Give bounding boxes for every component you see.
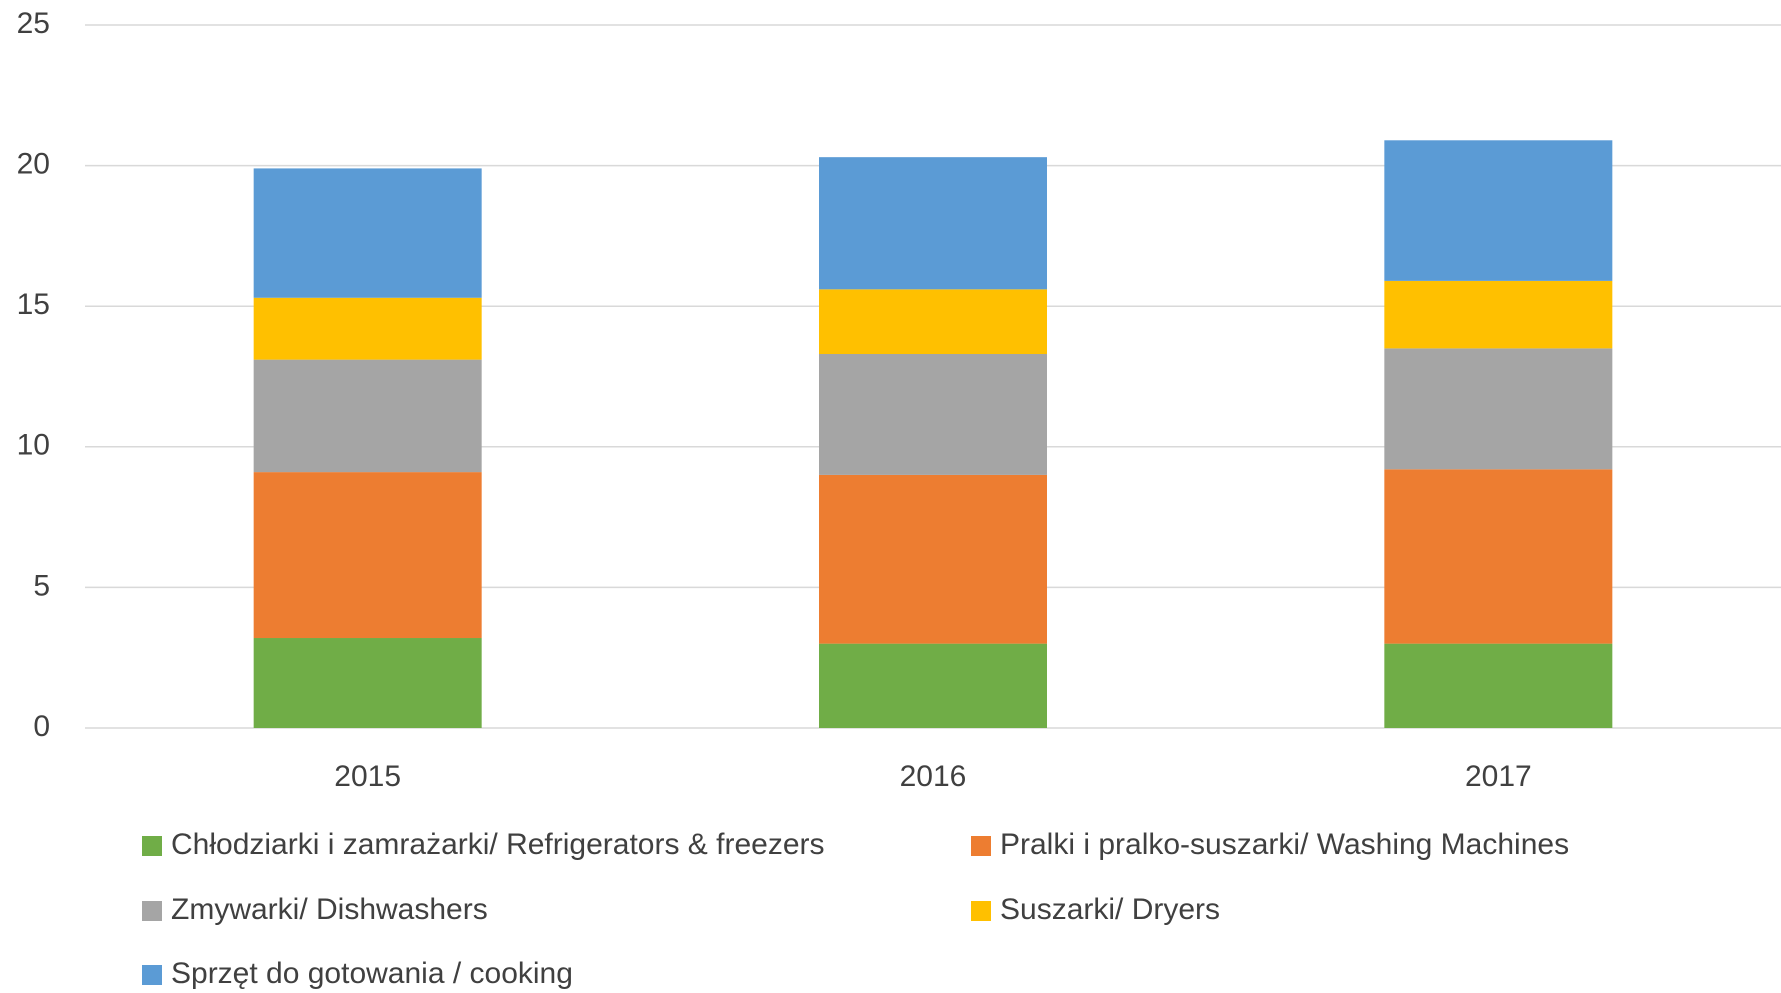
y-tick-label: 25 — [17, 7, 50, 40]
bar-segment — [819, 157, 1047, 290]
legend-label: Sprzęt do gotowania / cooking — [171, 957, 573, 990]
legend-swatch — [971, 901, 991, 921]
bar-segment — [253, 297, 482, 360]
legend-swatch — [142, 836, 162, 856]
legend-label: Zmywarki/ Dishwashers — [171, 893, 488, 926]
x-tick-label: 2016 — [900, 760, 967, 793]
legend-label: Suszarki/ Dryers — [1000, 893, 1220, 926]
legend-swatch — [142, 965, 162, 985]
x-tick-label: 2015 — [334, 760, 401, 793]
bar-segment — [1384, 469, 1613, 644]
bar-segment — [819, 474, 1047, 644]
bar-segment — [819, 643, 1047, 728]
x-tick-label: 2017 — [1465, 760, 1532, 793]
legend-swatch — [971, 836, 991, 856]
legend-label: Chłodziarki i zamrażarki/ Refrigerators … — [171, 828, 825, 861]
bar-segment — [253, 168, 482, 298]
legend-label: Pralki i pralko-suszarki/ Washing Machin… — [1000, 828, 1569, 861]
y-tick-label: 20 — [17, 148, 50, 181]
y-tick-label: 10 — [17, 429, 50, 462]
y-tick-label: 15 — [17, 288, 50, 321]
bar-segment — [1384, 643, 1613, 728]
bar-segment — [253, 472, 482, 639]
legend-swatch — [142, 901, 162, 921]
y-tick-label: 5 — [33, 569, 50, 602]
bar-segment — [253, 359, 482, 473]
y-tick-label: 0 — [33, 710, 50, 743]
bar-segment — [1384, 140, 1613, 281]
bar-segment — [819, 354, 1047, 475]
bar-segment — [1384, 280, 1613, 349]
bar-segment — [253, 638, 482, 728]
bar-segment — [1384, 348, 1613, 470]
bar-segment — [819, 289, 1047, 355]
